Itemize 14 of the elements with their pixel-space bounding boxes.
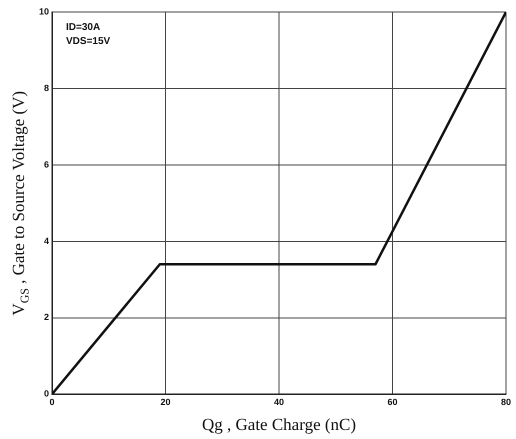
x-tick-label: 20 bbox=[160, 397, 171, 408]
x-axis-title: Qg , Gate Charge (nC) bbox=[202, 415, 356, 434]
y-tick-label: 6 bbox=[44, 159, 50, 170]
annotation: VDS=15V bbox=[66, 36, 111, 47]
y-tick-label: 2 bbox=[44, 312, 50, 322]
y-tick-label: 0 bbox=[44, 388, 50, 399]
y-axis-title: VGS , Gate to Source Voltage (V) bbox=[9, 90, 32, 316]
x-tick-label: 80 bbox=[500, 397, 512, 408]
y-tick-label: 10 bbox=[38, 6, 50, 16]
y-tick-label: 4 bbox=[44, 236, 50, 246]
x-tick-label: 60 bbox=[387, 397, 398, 408]
annotation: ID=30A bbox=[66, 22, 100, 33]
y-tick-label: 8 bbox=[44, 82, 50, 93]
x-tick-label: 40 bbox=[274, 397, 284, 408]
